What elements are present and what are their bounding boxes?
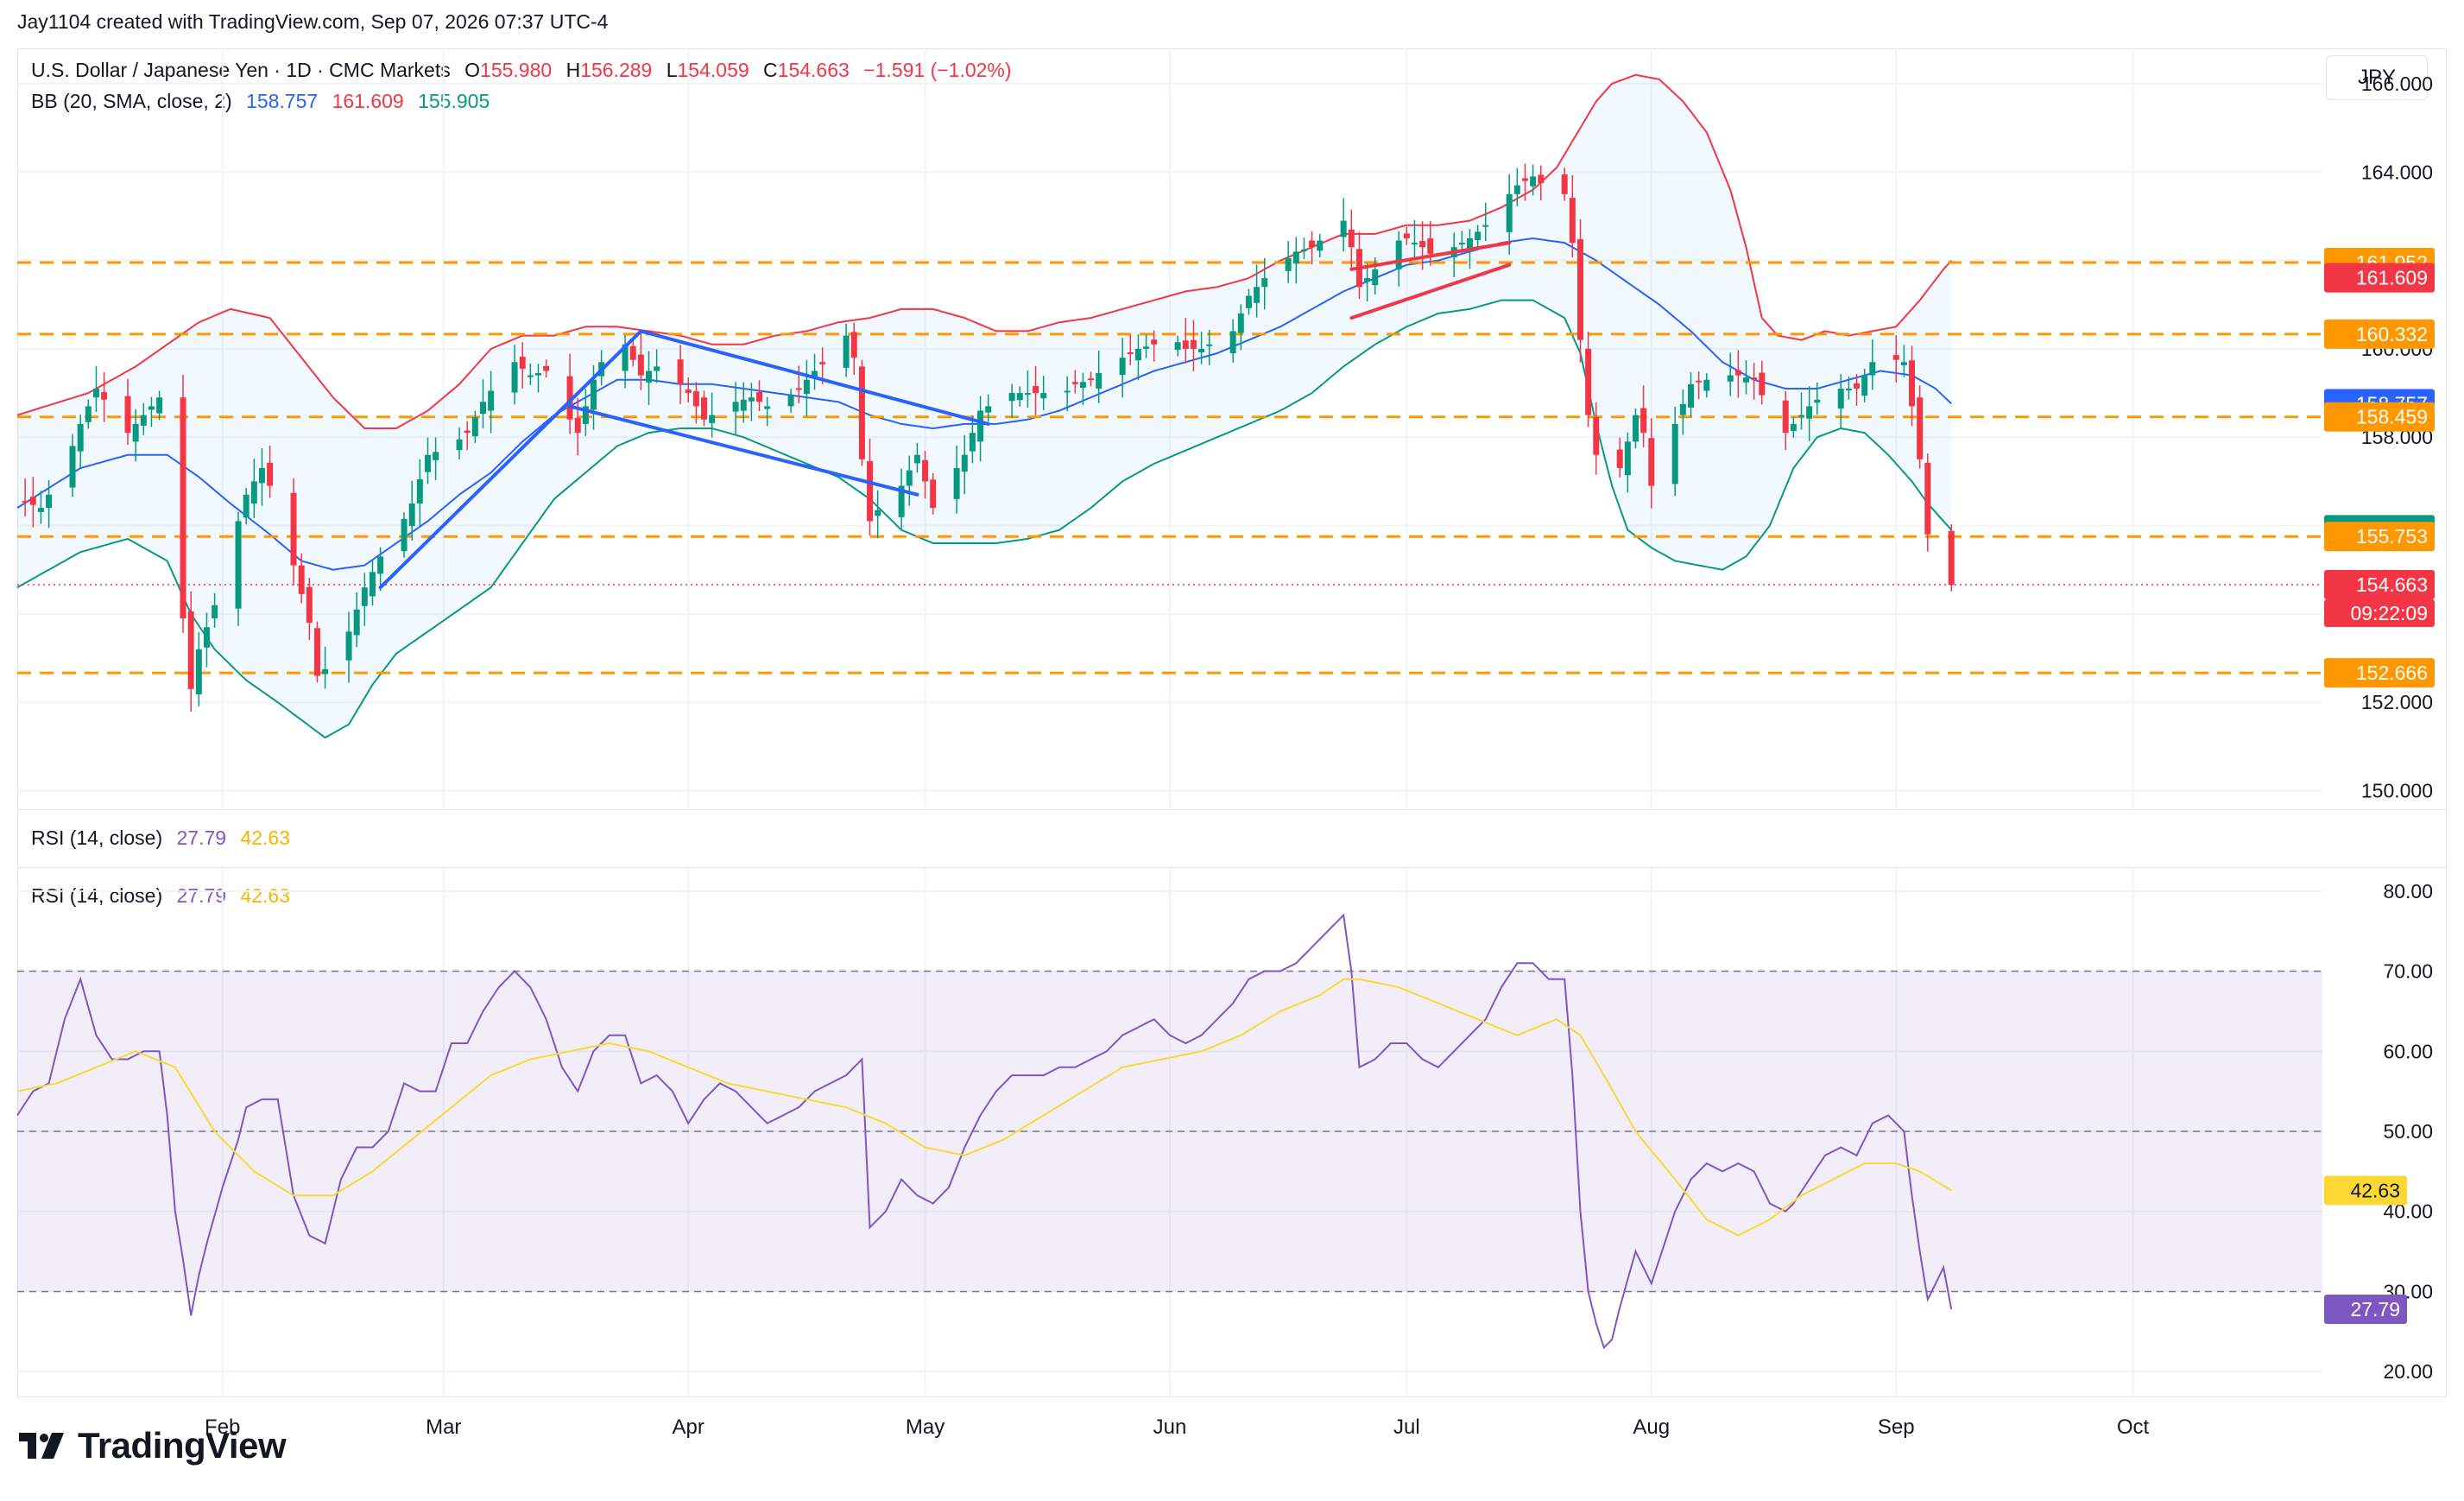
month-tick-label: Oct bbox=[2117, 1416, 2150, 1439]
rsi-label: RSI (14, close) bbox=[31, 884, 163, 907]
open-value: 155.980 bbox=[480, 59, 553, 81]
rsi-legend-top[interactable]: RSI (14, close) 27.79 42.63 bbox=[31, 826, 299, 850]
rsi-collapsed-pane[interactable] bbox=[17, 809, 2447, 868]
open-label: O bbox=[464, 59, 481, 81]
tradingview-logo[interactable]: TradingView bbox=[19, 1425, 287, 1466]
bb-label: BB (20, SMA, close, 2) bbox=[31, 90, 232, 112]
bb-basis-value: 158.757 bbox=[246, 90, 319, 112]
month-tick-label: Jul bbox=[1393, 1416, 1420, 1439]
month-tick-label: Apr bbox=[673, 1416, 704, 1439]
month-tick-label: Aug bbox=[1633, 1416, 1670, 1439]
close-value: 154.663 bbox=[777, 59, 850, 81]
month-tick-label: Sep bbox=[1878, 1416, 1915, 1439]
high-value: 156.289 bbox=[580, 59, 653, 81]
rsi-ma-value: 42.63 bbox=[240, 884, 291, 907]
low-value: 154.059 bbox=[677, 59, 749, 81]
rsi-label-top: RSI (14, close) bbox=[31, 826, 163, 849]
tradingview-wordmark: TradingView bbox=[78, 1425, 287, 1466]
rsi-legend[interactable]: RSI (14, close) 27.79 42.63 bbox=[31, 884, 299, 908]
ohlc-values: O155.980 H156.289 L154.059 C154.663 −1.5… bbox=[464, 59, 1020, 81]
month-tick-label: Jun bbox=[1153, 1416, 1187, 1439]
rsi-panel[interactable] bbox=[17, 867, 2447, 1397]
bb-legend[interactable]: BB (20, SMA, close, 2) 158.757 161.609 1… bbox=[31, 90, 498, 113]
close-label: C bbox=[763, 59, 778, 81]
rsi-value-top: 27.79 bbox=[176, 826, 227, 849]
rsi-ma-value-top: 42.63 bbox=[240, 826, 291, 849]
month-tick-label: May bbox=[906, 1416, 945, 1439]
chart-credit: Jay1104 created with TradingView.com, Se… bbox=[17, 10, 609, 33]
high-label: H bbox=[565, 59, 581, 81]
low-label: L bbox=[666, 59, 678, 81]
month-tick-label: Mar bbox=[426, 1416, 461, 1439]
bb-upper-value: 161.609 bbox=[332, 90, 404, 112]
price-legend: U.S. Dollar / Japanese Yen · 1D · CMC Ma… bbox=[31, 59, 1029, 82]
change-value: −1.591 (−1.02%) bbox=[863, 59, 1012, 81]
symbol-line[interactable]: U.S. Dollar / Japanese Yen · 1D · CMC Ma… bbox=[31, 59, 451, 81]
price-panel[interactable] bbox=[17, 48, 2447, 810]
bb-lower-value: 155.905 bbox=[418, 90, 490, 112]
time-axis[interactable]: Feb Mar Apr May Jun Jul Aug Sep Oct bbox=[205, 1416, 2149, 1439]
currency-button[interactable]: JPY bbox=[2326, 55, 2428, 100]
rsi-value: 27.79 bbox=[176, 884, 227, 907]
tradingview-logo-icon bbox=[19, 1433, 64, 1459]
